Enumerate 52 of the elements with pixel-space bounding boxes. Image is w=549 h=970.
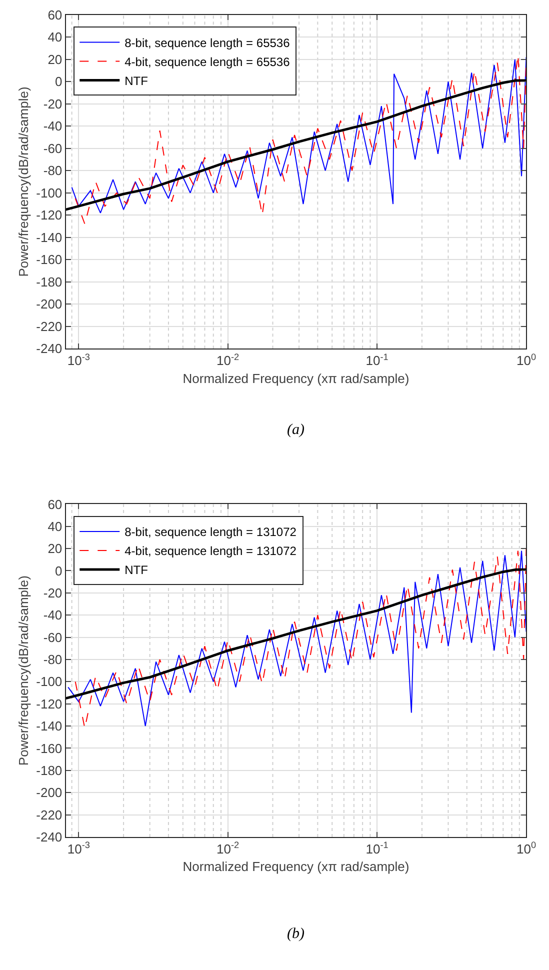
x-tick-label: 10$^{-2}$ [216, 840, 240, 857]
y-tick-label: -200 [36, 785, 62, 800]
x-axis-title: Normalized Frequency (xπ rad/sample) [182, 859, 410, 874]
y-tick-label: -100 [36, 674, 62, 690]
y-tick-label: -80 [43, 163, 62, 178]
y-tick-label: 20 [48, 52, 62, 67]
y-tick-label: 20 [48, 541, 62, 556]
y-tick-label: -120 [36, 696, 62, 712]
x-tick-label: 10$^{-3}$ [67, 352, 90, 368]
y-tick-label: -160 [36, 740, 62, 756]
y-tick-label: -240 [36, 341, 62, 356]
text: (a) [287, 422, 304, 438]
y-tick-label: -40 [43, 118, 62, 134]
y-tick-label: -220 [36, 318, 62, 334]
legend-label: 8-bit, sequence length = 131072 [124, 525, 297, 540]
y-tick-label: -240 [36, 830, 62, 845]
x-tick-label: 10$^{-1}$ [366, 840, 388, 857]
legend-label: NTF [124, 74, 148, 88]
y-tick-label: -60 [43, 630, 62, 645]
y-tick-label: 60 [48, 496, 62, 512]
legend-label: 4-bit, sequence length = 131072 [124, 544, 297, 558]
y-tick-label: -140 [36, 230, 62, 245]
y-tick-label: 0 [54, 563, 62, 578]
y-axis-title: Power/frequency(dB/rad/sample) [16, 86, 32, 277]
y-tick-label: 60 [48, 7, 62, 22]
x-tick-label: 10$^{0}$ [516, 352, 536, 368]
legend-label: NTF [124, 563, 148, 578]
y-tick-label: 40 [48, 518, 62, 534]
y-tick-label: -120 [36, 208, 62, 223]
x-tick-label: 10$^{0}$ [516, 840, 536, 857]
y-tick-label: 40 [48, 30, 62, 45]
y-tick-label: -220 [36, 807, 62, 822]
y-axis-title: Power/frequency(dB/rad/sample) [16, 576, 32, 766]
legend-label: 8-bit, sequence length = 65536 [124, 36, 290, 50]
legend-label: 4-bit, sequence length = 65536 [124, 54, 290, 69]
text: (b) [287, 926, 304, 942]
y-tick-label: -180 [36, 762, 62, 778]
x-tick-label: 10$^{-3}$ [67, 840, 90, 857]
y-tick-label: -140 [36, 718, 62, 734]
y-tick-label: -20 [43, 585, 62, 600]
x-tick-label: 10$^{-1}$ [366, 352, 388, 368]
y-tick-label: 0 [54, 74, 62, 90]
x-tick-label: 10$^{-2}$ [216, 352, 240, 368]
y-tick-label: -180 [36, 274, 62, 290]
y-tick-label: -60 [43, 140, 62, 156]
y-tick-label: -160 [36, 252, 62, 268]
y-tick-label: -20 [43, 96, 62, 112]
y-tick-label: -40 [43, 608, 62, 623]
y-tick-label: -100 [36, 185, 62, 200]
y-tick-label: -80 [43, 652, 62, 668]
x-axis-title: Normalized Frequency (xπ rad/sample) [182, 370, 410, 386]
y-tick-label: -200 [36, 296, 62, 312]
